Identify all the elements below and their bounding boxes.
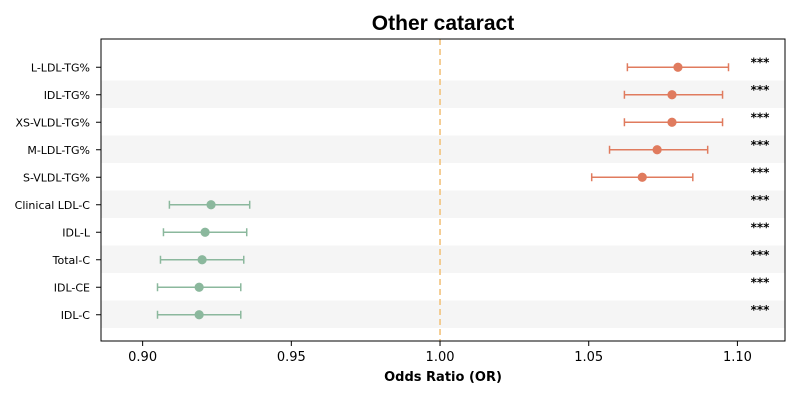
significance-label: *** [751,83,771,97]
or-point [653,145,662,154]
x-tick-label: 0.90 [128,350,157,365]
or-point [195,310,204,319]
row-label: IDL-TG% [44,89,90,102]
or-point [667,90,676,99]
significance-label: *** [751,165,771,179]
row-label: Total-C [52,254,91,267]
significance-label: *** [751,138,771,152]
forest-row: S-VLDL-TG% *** [23,165,770,184]
or-point [673,63,682,72]
or-point [667,118,676,127]
significance-label: *** [751,275,771,289]
x-axis: 0.90 0.95 1.00 1.05 1.10 [128,341,752,365]
or-point [198,255,207,264]
x-axis-label: Odds Ratio (OR) [384,370,502,385]
forest-row: IDL-L *** [62,220,770,239]
row-label: IDL-L [62,226,91,239]
or-point [638,173,647,182]
row-label: IDL-CE [54,281,90,294]
x-tick-label: 1.05 [574,350,603,365]
significance-label: *** [751,193,771,207]
row-label: XS-VLDL-TG% [15,116,90,129]
row-label: S-VLDL-TG% [23,171,90,184]
x-tick-label: 1.00 [426,350,455,365]
or-point [200,228,209,237]
row-label: L-LDL-TG% [31,61,90,74]
x-tick-label: 0.95 [277,350,306,365]
x-tick-label: 1.10 [723,350,752,365]
or-point [206,200,215,209]
forest-row: IDL-CE *** [54,275,770,294]
significance-label: *** [751,110,771,124]
significance-label: *** [751,248,771,262]
chart-title: Other cataract [372,12,514,35]
significance-label: *** [751,55,771,69]
row-label: M-LDL-TG% [27,144,90,157]
significance-label: *** [751,303,771,317]
forest-row: XS-VLDL-TG% *** [15,110,770,129]
significance-label: *** [751,220,771,234]
forest-row: L-LDL-TG% *** [31,55,770,74]
row-label: IDL-C [61,309,91,322]
row-label: Clinical LDL-C [15,199,91,212]
or-point [195,283,204,292]
